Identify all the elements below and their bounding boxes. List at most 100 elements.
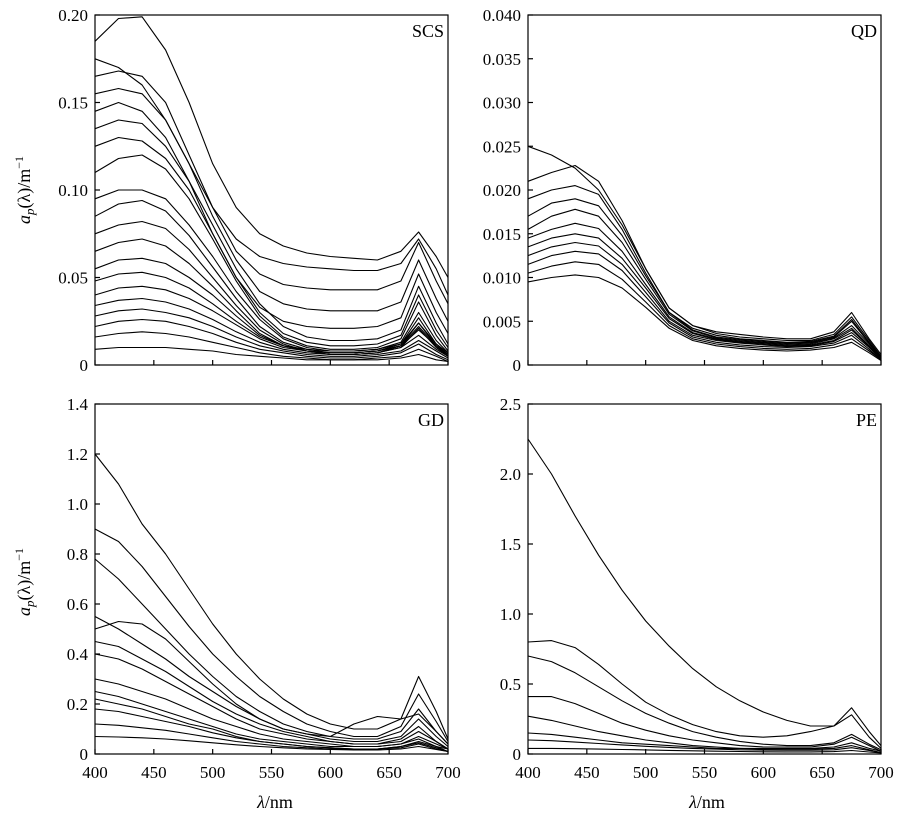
qd-y-tick-label: 0.025 — [483, 137, 521, 156]
pe-series-line-7 — [527, 739, 882, 754]
pe-series-line-2 — [527, 640, 882, 749]
gd-series-line-1 — [94, 453, 449, 740]
qd-series-line-7 — [527, 233, 882, 360]
gd-y-tick-label: 1.2 — [67, 445, 88, 464]
qd-panel-label: QD — [851, 21, 877, 41]
pe-x-tick-label: 500 — [633, 763, 659, 782]
pe-x-tick-label: 450 — [574, 763, 600, 782]
gd-series-line-6 — [94, 640, 449, 750]
qd-y-tick-label: 0.010 — [483, 269, 521, 288]
y-axis-label-bottom: ap(λ)/m−1 — [12, 548, 37, 616]
gd-x-tick-label: 700 — [435, 763, 461, 782]
qd-series-line-1 — [527, 145, 882, 355]
gd-y-tick-label: 0.4 — [67, 645, 89, 664]
pe-x-tick-label: 700 — [868, 763, 894, 782]
panel-qd: 0 0.005 0.010 0.015 0.020 0.025 0.030 0.035 0.04… — [483, 6, 882, 375]
x-axis-label-left: λ/nm — [256, 792, 293, 812]
gd-series-line-13 — [94, 735, 449, 753]
gd-x-tick-label: 550 — [259, 763, 285, 782]
scs-series-line-5 — [94, 101, 449, 334]
qd-series-line-3 — [527, 185, 882, 358]
qd-series-line-4 — [527, 198, 882, 358]
gd-series-line-3 — [94, 558, 449, 745]
qd-y-tick-label: 0.040 — [483, 6, 521, 25]
pe-y-tick-label: 1.5 — [500, 535, 521, 554]
scs-panel-label: SCS — [412, 21, 444, 41]
qd-y-tick-label: 0 — [513, 356, 522, 375]
pe-y-tick-label: 0.5 — [500, 675, 521, 694]
scs-series-line-17 — [94, 308, 449, 359]
gd-y-tick-label: 1.4 — [67, 395, 89, 414]
qd-series-line-9 — [527, 250, 882, 361]
pe-series-line-8 — [528, 747, 882, 754]
qd-series-line-2 — [527, 164, 882, 357]
panel-gd: 0 0.2 0.4 0.6 0.8 1.0 1.2 1.4 400 450 500 550 600 650… — [67, 395, 461, 782]
gd-y-tick-label: 0.2 — [67, 695, 88, 714]
scs-series-group — [94, 16, 449, 363]
gd-series-line-2 — [94, 528, 449, 742]
scs-series-line-2 — [94, 58, 449, 296]
gd-x-tick-label: 600 — [318, 763, 344, 782]
qd-y-tick-label: 0.030 — [483, 94, 521, 113]
gd-series-group — [94, 453, 449, 753]
qd-plot-frame — [527, 14, 882, 366]
scs-series-line-7 — [94, 136, 449, 348]
gd-panel-label: GD — [418, 410, 444, 430]
scs-series-line-13 — [94, 257, 449, 355]
scs-series-line-14 — [94, 271, 449, 354]
pe-series-line-4 — [528, 696, 882, 752]
gd-y-tick-label: 1.0 — [67, 495, 88, 514]
gd-series-line-11 — [94, 708, 449, 753]
pe-series-line-5 — [527, 715, 882, 752]
qd-series-line-8 — [527, 241, 882, 360]
gd-series-line-8 — [94, 678, 449, 750]
qd-y-tick-label: 0.005 — [483, 312, 521, 331]
scs-series-line-9 — [94, 189, 449, 354]
pe-series-line-3 — [527, 655, 882, 751]
scs-y-tick-label: 0.15 — [58, 94, 88, 113]
pe-y-tick-label: 2.5 — [500, 395, 521, 414]
gd-x-tick-label: 400 — [82, 763, 108, 782]
gd-y-tick-label: 0.6 — [67, 595, 88, 614]
qd-series-line-5 — [527, 208, 882, 359]
pe-y-tick-label: 0 — [513, 745, 522, 764]
scs-y-tick-label: 0.05 — [58, 269, 88, 288]
x-axis-label-right: λ/nm — [688, 792, 725, 812]
qd-y-tick-label: 0.035 — [483, 50, 521, 69]
scs-y-tick-label: 0.20 — [58, 6, 88, 25]
panel-scs: 0 0.05 0.10 0.15 0.20 SCS — [58, 6, 449, 375]
pe-series-line-1 — [527, 438, 882, 746]
pe-x-tick-label: 600 — [751, 763, 777, 782]
pe-x-tick-label: 650 — [809, 763, 835, 782]
scs-plot-frame — [94, 14, 449, 366]
qd-series-group — [527, 145, 882, 362]
qd-series-line-6 — [527, 222, 882, 359]
gd-x-tick-label: 650 — [376, 763, 402, 782]
gd-x-tick-label: 500 — [200, 763, 226, 782]
scs-series-line-6 — [94, 119, 449, 345]
scs-series-line-20 — [94, 346, 449, 363]
gd-series-line-7 — [94, 653, 449, 750]
scs-series-line-3 — [94, 70, 449, 305]
pe-plot-frame — [527, 403, 882, 755]
pe-y-tick-label: 1.0 — [500, 605, 521, 624]
gd-series-line-4 — [94, 616, 449, 747]
gd-x-tick-label: 450 — [141, 763, 167, 782]
scs-series-line-18 — [94, 318, 449, 361]
qd-series-line-11 — [527, 274, 882, 362]
gd-series-line-5 — [94, 620, 449, 745]
panel-pe: 0 0.5 1.0 1.5 2.0 2.5 400 450 500 550 600 650 700 PE — [500, 395, 894, 782]
pe-x-tick-label: 550 — [692, 763, 718, 782]
scs-series-line-10 — [94, 199, 449, 355]
scs-series-line-1 — [94, 16, 449, 278]
pe-series-group — [527, 438, 882, 754]
scs-series-line-16 — [94, 297, 449, 357]
pe-series-line-6 — [527, 732, 882, 754]
qd-y-tick-label: 0.020 — [483, 181, 521, 200]
scs-series-line-8 — [94, 154, 449, 352]
scs-y-tick-label: 0 — [80, 356, 89, 375]
gd-series-line-12 — [94, 723, 449, 753]
scs-series-line-19 — [94, 331, 449, 363]
scs-series-line-11 — [94, 220, 449, 357]
